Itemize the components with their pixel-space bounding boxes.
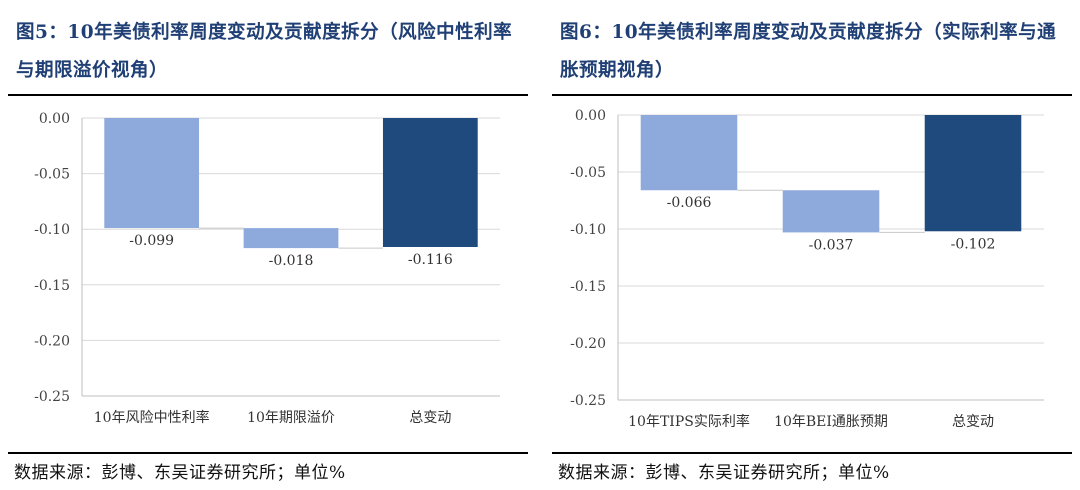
waterfall-chart-right: 0.00 -0.05 -0.10 -0.15 -0.20 -0.25 -0.066 10年TI…	[570, 108, 1044, 430]
waterfall-chart-left: 0.00 -0.05 -0.10 -0.15 -0.20 -0.25 -0.099 10年风险…	[34, 111, 500, 426]
data-label: -0.066	[667, 195, 712, 211]
chart-title: 图5：10年美债利率周度变动及贡献度拆分（风险中性利率与期限溢价视角）	[16, 22, 513, 81]
y-tick-label: -0.05	[570, 165, 606, 181]
y-tick-label: -0.10	[34, 222, 70, 238]
y-tick-label: -0.25	[34, 389, 70, 405]
title-divider	[552, 94, 1072, 96]
source-note: 数据来源：彭博、东吴证券研究所；单位%	[14, 463, 346, 483]
data-label: -0.099	[129, 233, 174, 249]
y-tick-label: -0.15	[570, 279, 606, 295]
source-note: 数据来源：彭博、东吴证券研究所；单位%	[558, 463, 890, 483]
contribution-bar	[104, 118, 200, 229]
data-label: -0.018	[269, 253, 314, 269]
total-bar	[924, 115, 1022, 232]
y-tick-label: -0.20	[34, 333, 70, 349]
x-tick-label: 10年TIPS实际利率	[628, 413, 750, 430]
source-divider	[8, 452, 528, 454]
y-tick-label: -0.25	[570, 393, 606, 409]
y-tick-label: 0.00	[575, 108, 606, 124]
data-label: -0.102	[951, 236, 996, 252]
total-bar	[382, 118, 478, 247]
y-tick-label: -0.05	[34, 167, 70, 183]
y-tick-label: -0.20	[570, 336, 606, 352]
source-divider	[552, 452, 1072, 454]
chart-title: 图6：10年美债利率周度变动及贡献度拆分（实际利率与通胀预期视角）	[560, 22, 1057, 81]
contribution-bar	[243, 228, 339, 249]
x-tick-label: 10年风险中性利率	[94, 409, 210, 426]
y-tick-label: -0.15	[34, 278, 70, 294]
chart-panel-left: 图5：10年美债利率周度变动及贡献度拆分（风险中性利率与期限溢价视角） 0.00…	[8, 0, 528, 490]
x-tick-label: 总变动	[952, 414, 994, 430]
x-tick-label: 总变动	[409, 410, 451, 426]
y-tick-label: -0.10	[570, 222, 606, 238]
chart-panel-right: 图6：10年美债利率周度变动及贡献度拆分（实际利率与通胀预期视角） 0.00 -0…	[552, 0, 1072, 490]
data-label: -0.116	[408, 252, 453, 268]
x-tick-label: 10年期限溢价	[247, 410, 335, 426]
title-divider	[8, 94, 528, 96]
data-label: -0.037	[809, 237, 854, 253]
contribution-bar	[782, 190, 880, 233]
contribution-bar	[640, 115, 738, 191]
x-tick-label: 10年BEI通胀预期	[774, 414, 888, 430]
y-tick-label: 0.00	[39, 111, 70, 127]
